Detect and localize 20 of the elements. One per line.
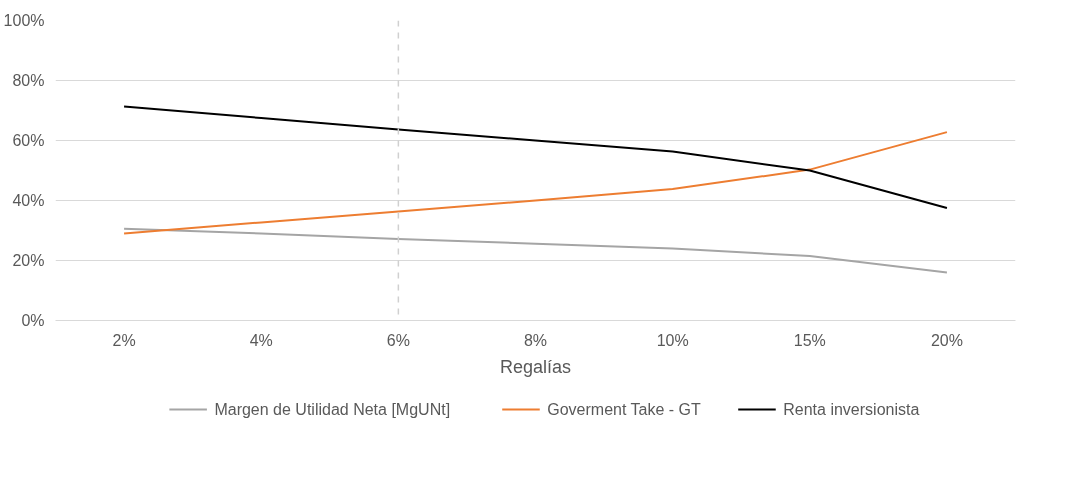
y-tick-label: 0% [21, 312, 45, 329]
line-series [123, 131, 948, 235]
x-tick-label: 6% [386, 331, 410, 349]
line-series [123, 227, 948, 274]
y-tick-label: 20% [12, 252, 45, 269]
legend-label: Renta inversionista [783, 401, 920, 418]
x-axis-title: Regalías [499, 356, 572, 377]
y-tick-label: 80% [12, 72, 45, 89]
x-tick-label: 2% [112, 331, 136, 349]
y-tick-label: 100% [3, 12, 45, 29]
line-series [123, 105, 948, 209]
x-tick-label: 8% [523, 331, 548, 349]
y-tick-label: 40% [12, 192, 45, 209]
legend-label: Margen de Utilidad Neta [MgUNt] [214, 401, 451, 418]
x-tick-label: 15% [793, 331, 826, 349]
x-tick-label: 10% [656, 331, 689, 349]
x-tick-label: 20% [930, 331, 963, 349]
y-tick-label: 60% [12, 132, 45, 149]
legend-label: Goverment Take - GT [547, 401, 702, 418]
x-tick-label: 4% [249, 331, 273, 349]
